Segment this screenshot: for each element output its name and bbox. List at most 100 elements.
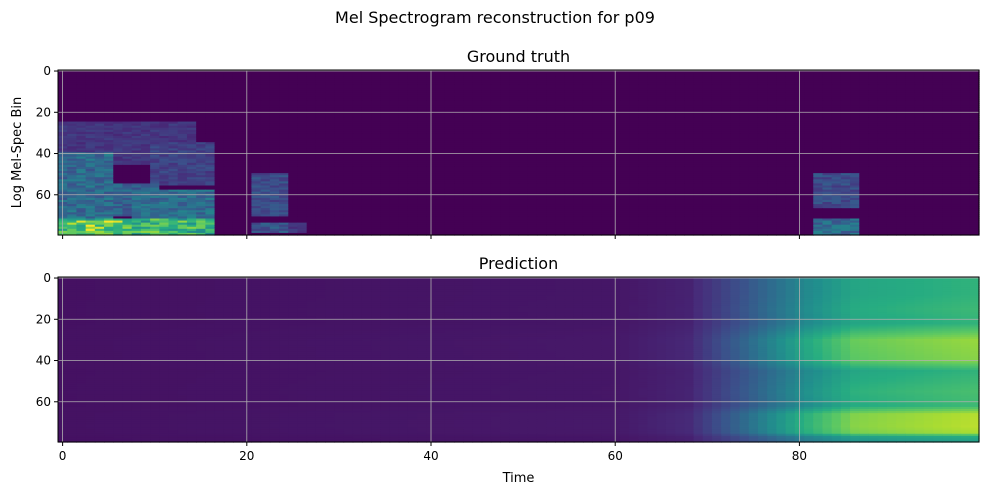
heatmap-cell [131,88,142,92]
heatmap-cell [509,72,520,75]
heatmap-cell [702,82,713,86]
heatmap-cell [131,154,142,158]
heatmap-cell [380,140,391,143]
heatmap-cell [582,82,593,86]
heatmap-cell [942,160,952,164]
heatmap-cell [94,94,105,98]
heatmap-cell [776,107,787,110]
heatmap-cell [214,148,225,152]
heatmap-cell [767,162,777,166]
heatmap-cell [150,125,160,129]
heatmap-cell [325,166,335,170]
heatmap-cell [140,133,151,137]
heatmap-cell [279,169,289,172]
heatmap-cell [840,113,851,116]
heatmap-cell [444,156,455,160]
heatmap-cell [260,158,271,162]
heatmap-cell [279,107,289,110]
heatmap-cell [518,154,529,158]
heatmap-cell [168,80,179,83]
heatmap-cell [131,94,142,98]
heatmap-cell [500,127,510,131]
heatmap-cell [822,105,833,108]
heatmap-cell [269,76,280,79]
heatmap-cell [306,119,317,123]
heatmap-cell [969,138,980,141]
heatmap-cell [942,92,952,96]
heatmap-cell [721,119,731,123]
heatmap-cell [454,166,464,170]
heatmap-cell [113,117,124,121]
heatmap-cell [536,117,547,121]
heatmap-cell [822,90,833,94]
heatmap-cell [914,86,925,90]
heatmap-cell [168,129,179,133]
heatmap-cell [969,144,980,147]
heatmap-cell [325,107,335,110]
heatmap-cell [665,100,676,104]
heatmap-cell [923,82,934,86]
heatmap-cell [675,98,685,102]
heatmap-cell [546,80,556,83]
heatmap-cell [960,140,971,143]
heatmap-cell [407,156,418,160]
heatmap-cell [407,98,418,102]
heatmap-cell [518,119,529,123]
heatmap-cell [150,76,160,79]
heatmap-cell [896,117,906,121]
heatmap-cell [315,146,326,149]
heatmap-cell [675,160,685,164]
heatmap-cell [767,80,777,83]
heatmap-cell [546,125,556,129]
heatmap-cell [850,142,860,145]
heatmap-cell [306,136,317,139]
heatmap-cell [877,72,888,75]
heatmap-cell [592,92,602,96]
heatmap-cell [877,136,888,139]
heatmap-cell [186,150,197,154]
heatmap-cell [868,72,879,75]
heatmap-cell [896,98,906,102]
heatmap-cell [472,121,483,125]
heatmap-cell [361,86,372,90]
heatmap-cell [592,156,602,160]
heatmap-cell [730,74,741,77]
heatmap-cell [509,90,520,94]
heatmap-cell [905,150,916,154]
heatmap-cell [969,90,980,94]
heatmap-cell [131,105,142,108]
heatmap-cell [896,84,906,88]
heatmap-cell [389,86,400,90]
heatmap-cell [315,78,326,81]
heatmap-cell [196,78,206,81]
heatmap-cell [822,115,833,119]
heatmap-cell [592,90,602,94]
heatmap-cell [334,133,345,137]
heatmap-cell [186,121,197,125]
heatmap-cell [536,146,547,149]
heatmap-cell [113,92,124,96]
heatmap-cell [472,164,483,168]
heatmap-cell [739,96,750,100]
heatmap-cell [269,138,280,141]
heatmap-cell [960,115,971,119]
heatmap-cell [306,148,317,152]
heatmap-cell [177,109,188,112]
heatmap-cell [951,86,962,90]
heatmap-cell [325,160,335,164]
heatmap-cell [67,96,78,100]
heatmap-cell [536,144,547,147]
heatmap-cell [767,107,777,110]
heatmap-cell [702,129,713,133]
heatmap-cell [730,148,741,152]
heatmap-cell [380,123,391,127]
heatmap-cell [813,123,824,127]
heatmap-cell [334,171,345,174]
heatmap-cell [371,166,381,170]
heatmap-cell [67,150,78,154]
heatmap-cell [435,115,446,119]
heatmap-cell [490,154,501,158]
heatmap-cell [776,82,787,86]
heatmap-cell [536,148,547,152]
heatmap-cell [573,105,584,108]
